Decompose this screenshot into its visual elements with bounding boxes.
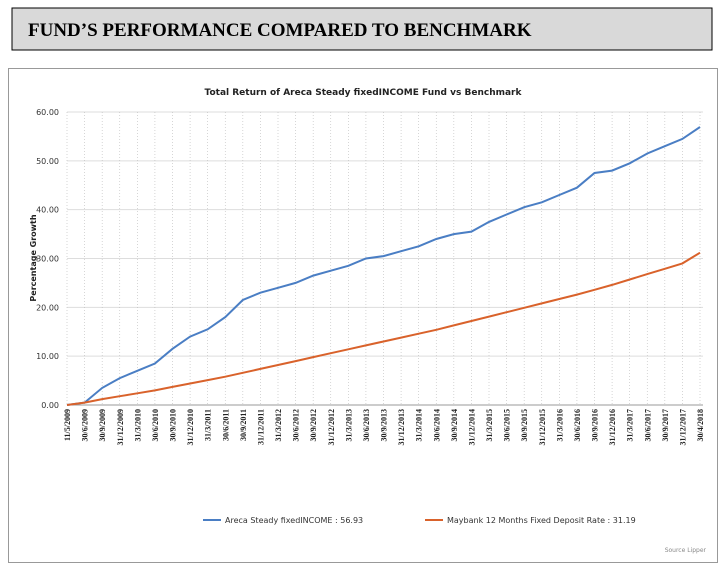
chart-title: Total Return of Areca Steady fixedINCOME…	[205, 88, 523, 98]
x-tick-label: 31/12/2015	[538, 409, 547, 445]
y-tick-label: 60.00	[36, 108, 59, 117]
x-tick-label: 31/12/2017	[678, 409, 687, 445]
x-tick-label: 30/4/2018	[696, 409, 705, 441]
source: Source Lipper	[665, 547, 707, 554]
x-tick-label: 31/3/2015	[485, 409, 494, 441]
x-tick-label: 30/9/2010	[169, 409, 178, 441]
x-tick-label: 30/6/2014	[432, 409, 441, 441]
x-tick-label: 31/3/2012	[274, 409, 283, 441]
y-tick-label: 10.00	[36, 352, 59, 361]
x-tick-label: 31/3/2017	[626, 409, 635, 441]
x-tick-label: 30/9/2014	[450, 409, 459, 441]
x-tick-label: 30/6/2013	[362, 409, 371, 441]
x-tick-label: 31/12/2014	[467, 409, 476, 445]
x-tick-label: 30/6/2009	[81, 409, 90, 441]
x-tick-label: 31/3/2016	[555, 409, 564, 441]
header-box	[11, 7, 713, 51]
x-tick-label: 31/12/2012	[327, 409, 336, 445]
x-tick-label: 31/3/2011	[204, 409, 213, 441]
x-tick-label: 30/6/2017	[643, 409, 652, 441]
y-tick-label: 0.00	[41, 401, 59, 410]
x-tick-label: 31/12/2010	[186, 409, 195, 445]
x-tick-label: 30/6/2015	[503, 409, 512, 441]
y-axis-label: Percentage Growth	[29, 214, 38, 301]
x-tick-label: 30/9/2011	[239, 409, 248, 441]
header-title: FUND’S PERFORMANCE COMPARED TO BENCHMARK	[28, 20, 532, 41]
x-tick-label: 31/12/2011	[256, 409, 265, 445]
x-tick-label: 11/5/2009	[63, 409, 72, 441]
x-tick-label: 31/3/2014	[415, 409, 424, 441]
x-tick-label: 31/3/2013	[344, 409, 353, 441]
x-tick-label: 30/9/2013	[380, 409, 389, 441]
x-tick-label: 30/6/2012	[292, 409, 301, 441]
x-tick-label: 31/3/2010	[133, 409, 142, 441]
y-tick-label: 50.00	[36, 157, 59, 166]
x-tick-label: 31/12/2016	[608, 409, 617, 445]
series-line	[66, 126, 701, 406]
x-tick-label: 30/6/2016	[573, 409, 582, 441]
series-line	[66, 251, 701, 406]
legend-label: Maybank 12 Months Fixed Deposit Rate : 3…	[447, 516, 636, 525]
x-tick-label: 30/6/2010	[151, 409, 160, 441]
y-tick-label: 30.00	[36, 255, 59, 264]
legend-label: Areca Steady fixedINCOME : 56.93	[225, 516, 363, 525]
x-tick-label: 30/9/2015	[520, 409, 529, 441]
x-tick-label: 30/9/2009	[98, 409, 107, 441]
y-tick-label: 20.00	[36, 303, 59, 312]
x-tick-label: 31/12/2009	[116, 409, 125, 445]
x-tick-label: 30/6/2011	[221, 409, 230, 441]
y-tick-label: 40.00	[36, 206, 59, 215]
x-tick-label: 30/9/2017	[661, 409, 670, 441]
chart-frame	[8, 68, 718, 563]
x-tick-label: 30/9/2012	[309, 409, 318, 441]
x-tick-label: 30/9/2016	[591, 409, 600, 441]
x-tick-label: 31/12/2013	[397, 409, 406, 445]
